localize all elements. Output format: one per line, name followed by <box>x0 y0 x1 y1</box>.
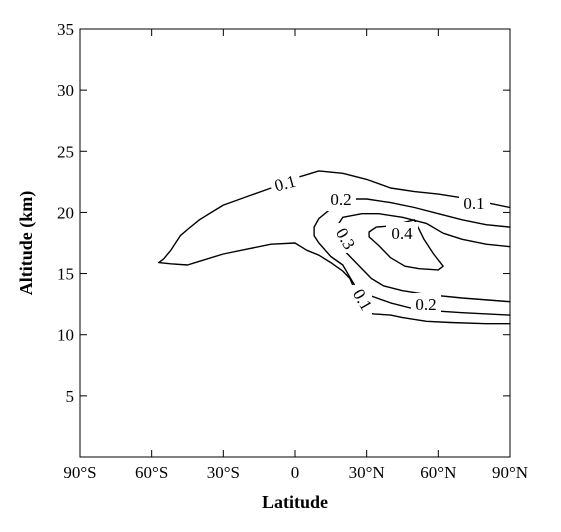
tick-labels: 90°S 60°S 30°S 0 30°N 60°N 90°N 5 10 15 20 25 30 35 <box>57 20 528 482</box>
y-tick-label: 35 <box>57 20 74 39</box>
y-tick-label: 25 <box>57 142 74 161</box>
x-tick-label: 90°S <box>63 463 96 482</box>
contour-label-0.1-upper: 0.1 <box>272 172 297 196</box>
x-tick-label: 60°S <box>135 463 168 482</box>
x-tick-label: 90°N <box>492 463 528 482</box>
contour-label-0.2-upper: 0.2 <box>330 190 351 209</box>
contour-line-0.4 <box>368 219 444 271</box>
y-tick-label: 20 <box>57 203 74 222</box>
contour-label-0.1-right: 0.1 <box>463 194 484 213</box>
contour-label-0.4: 0.4 <box>391 224 413 243</box>
y-tick-label: 15 <box>57 265 74 284</box>
contour-line-0.2 <box>313 198 511 316</box>
x-tick-label: 60°N <box>420 463 456 482</box>
axis-ticks <box>79 28 511 457</box>
x-axis-title: Latitude <box>262 492 328 512</box>
contour-label-0.2-lower: 0.2 <box>415 295 436 314</box>
y-tick-label: 30 <box>57 81 74 100</box>
x-tick-label: 0 <box>291 463 300 482</box>
y-axis-title: Altitude (km) <box>16 191 37 296</box>
x-tick-label: 30°S <box>207 463 240 482</box>
y-tick-label: 10 <box>57 326 74 345</box>
x-tick-label: 30°N <box>349 463 385 482</box>
y-tick-label: 5 <box>66 387 75 406</box>
